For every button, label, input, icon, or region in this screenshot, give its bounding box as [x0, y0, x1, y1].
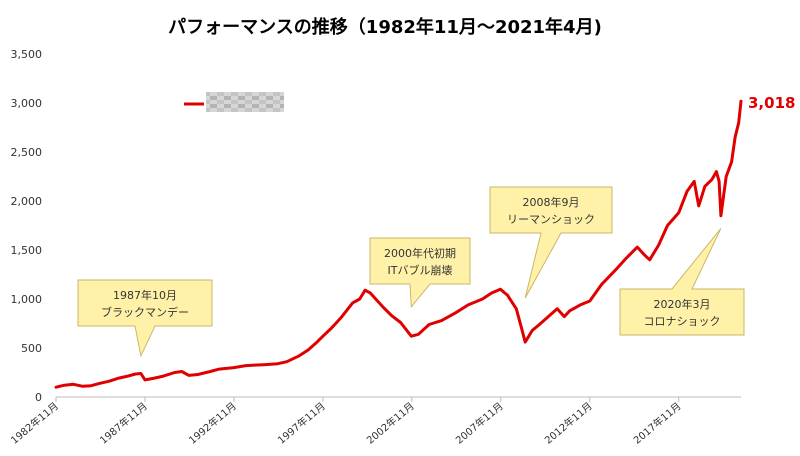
callout-box	[489, 186, 613, 299]
y-tick-label: 0	[35, 391, 42, 404]
x-tick-label: 1982年11月	[8, 399, 61, 446]
x-tick-label: 1997年11月	[275, 399, 328, 446]
y-tick-label: 3,000	[11, 97, 43, 110]
callout-line1: 2020年3月	[654, 297, 711, 311]
callout-box	[77, 279, 213, 358]
y-tick-label: 2,000	[11, 195, 43, 208]
y-tick-label: 1,000	[11, 293, 43, 306]
x-tick-label: 2002年11月	[364, 399, 417, 446]
end-value-label: 3,018	[748, 94, 795, 112]
x-tick-label: 1992年11月	[186, 399, 239, 446]
series-layer	[54, 99, 743, 389]
x-tick-label: 2017年11月	[631, 399, 684, 446]
callout-line1: 1987年10月	[113, 288, 177, 302]
x-axis: 1982年11月 1987年11月 1992年11月 1997年11月 2002年11月…	[8, 396, 741, 447]
callout-line2: ITバブル崩壊	[388, 263, 453, 277]
x-tick-label: 1987年11月	[97, 399, 150, 446]
callout-line1: 2000年代初期	[384, 246, 456, 260]
callout-line2: リーマンショック	[507, 213, 595, 226]
y-tick-label: 2,500	[11, 146, 43, 159]
series-line	[54, 99, 743, 389]
y-tick-label: 500	[21, 342, 42, 355]
y-tick-label: 3,500	[11, 48, 43, 61]
legend-label-redacted	[206, 92, 284, 112]
callout-line2: ブラックマンデー	[101, 305, 189, 319]
callout-line1: 2008年9月	[523, 195, 580, 209]
legend	[184, 92, 284, 112]
y-tick-label: 1,500	[11, 244, 43, 257]
chart-title: パフォーマンスの推移（1982年11月～2021年4月)	[168, 16, 602, 38]
callout-it-bubble: 2000年代初期 ITバブル崩壊	[369, 237, 471, 309]
callout-box	[369, 237, 471, 309]
y-axis: 0 500 1,000 1,500 2,000 2,500 3,000 3,500	[11, 48, 43, 404]
callout-box	[619, 228, 745, 336]
callout-line2: コロナショック	[644, 315, 721, 328]
x-tick-label: 2007年11月	[453, 399, 506, 446]
x-tick-label: 2012年11月	[542, 399, 595, 446]
